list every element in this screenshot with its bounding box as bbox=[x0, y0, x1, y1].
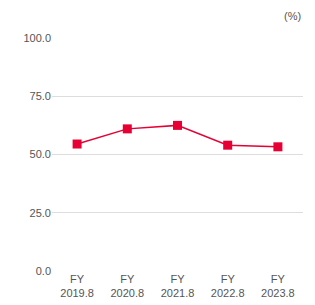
svg-text:FY2022.8: FY2022.8 bbox=[211, 273, 245, 299]
svg-text:FY2020.8: FY2020.8 bbox=[110, 273, 144, 299]
svg-text:25.0: 25.0 bbox=[30, 207, 51, 219]
svg-text:FY2021.8: FY2021.8 bbox=[161, 273, 195, 299]
svg-text:50.0: 50.0 bbox=[30, 148, 51, 160]
svg-text:FY2023.8: FY2023.8 bbox=[261, 273, 295, 299]
svg-text:0.0: 0.0 bbox=[36, 265, 51, 277]
svg-text:75.0: 75.0 bbox=[30, 90, 51, 102]
svg-text:(%): (%) bbox=[284, 10, 301, 22]
svg-text:FY2019.8: FY2019.8 bbox=[60, 273, 94, 299]
svg-text:100.0: 100.0 bbox=[23, 32, 51, 44]
